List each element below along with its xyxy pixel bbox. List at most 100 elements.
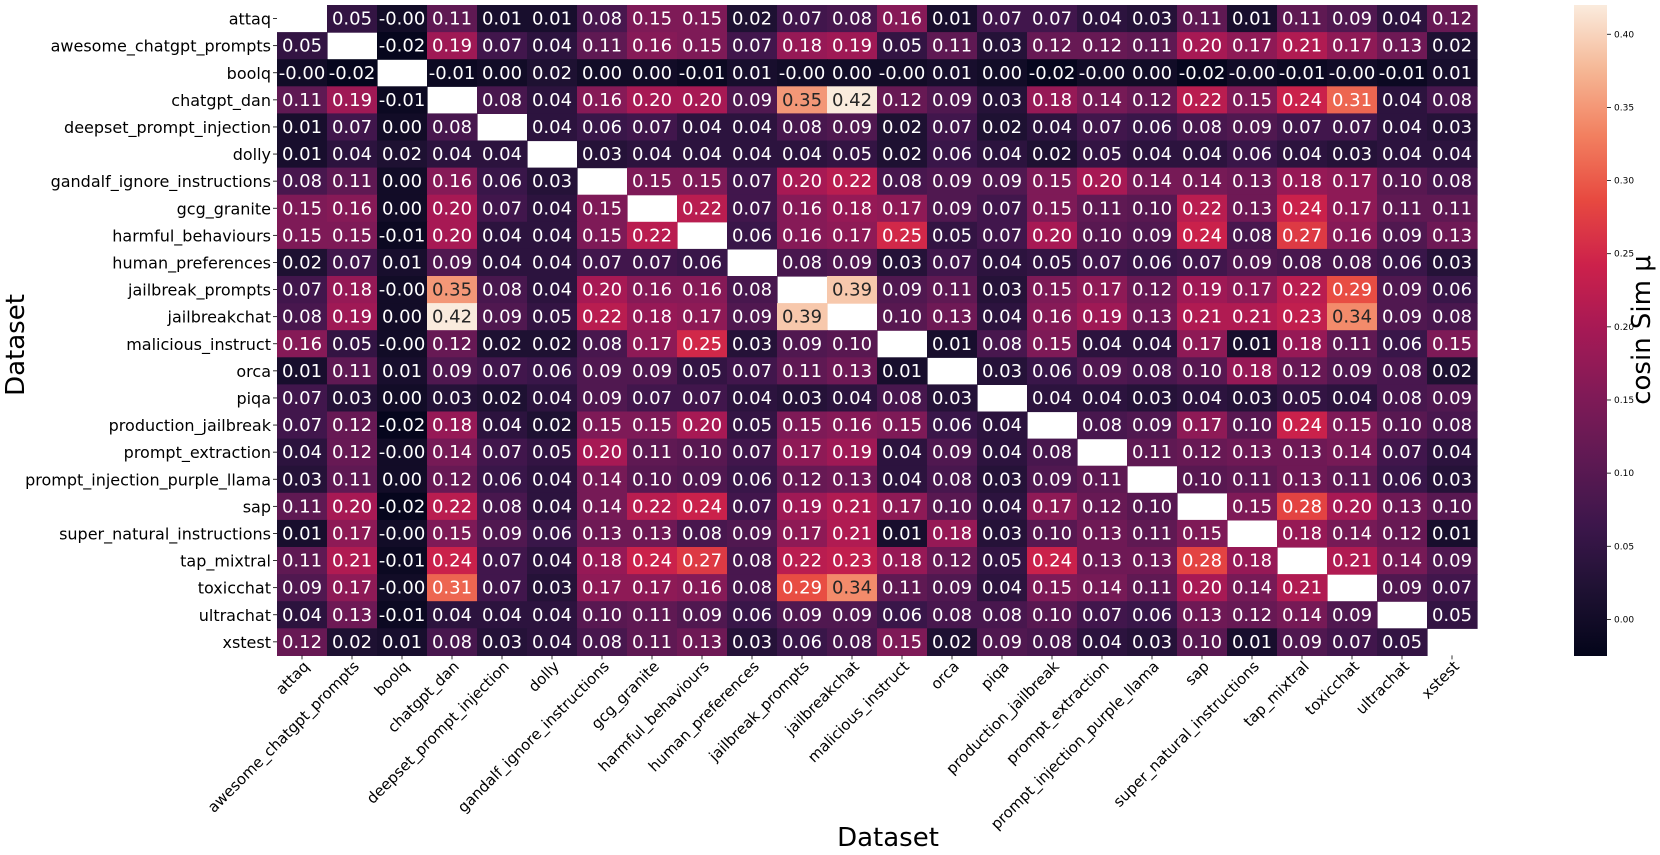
cell-value-label: 0.08 [782, 252, 822, 273]
cell-value-label: 0.04 [682, 144, 722, 165]
cell-value-label: 0.04 [1132, 144, 1172, 165]
heatmap-cell [1377, 194, 1428, 223]
cell-value-label: 0.24 [632, 551, 672, 572]
heatmap-cell [577, 465, 628, 494]
cell-value-label: 0.05 [1082, 144, 1122, 165]
cell-value-label: 0.07 [1332, 632, 1372, 653]
heatmap-cell [1177, 86, 1228, 114]
cell-value-label: 0.11 [1382, 198, 1422, 219]
heatmap-cell [877, 5, 928, 33]
heatmap-cell [627, 601, 678, 629]
heatmap-cell [1327, 628, 1378, 656]
heatmap-cell [877, 384, 928, 413]
heatmap-cell [1027, 86, 1078, 114]
heatmap-cell [1227, 330, 1278, 358]
heatmap-cell [1177, 465, 1228, 494]
x-tick-label: boolq [371, 658, 413, 700]
heatmap-cell [577, 276, 628, 304]
cell-value-label: 0.16 [782, 225, 822, 246]
heatmap-cell [577, 32, 628, 60]
cell-value-label: 0.06 [932, 144, 972, 165]
heatmap-cell [677, 5, 728, 33]
cell-value-label: 0.19 [832, 442, 872, 463]
heatmap-cell [1427, 492, 1478, 521]
heatmap-cell [777, 628, 828, 656]
heatmap-cell [1277, 194, 1328, 223]
heatmap-cell [777, 411, 828, 440]
heatmap-cell [327, 194, 378, 223]
cell-value-label: 0.20 [1032, 225, 1072, 246]
cell-value-label: 0.05 [832, 144, 872, 165]
cell-value-label: 0.14 [582, 469, 622, 490]
heatmap-cell [627, 113, 678, 142]
cell-value-label: 0.09 [1382, 225, 1422, 246]
heatmap-cell [727, 330, 778, 358]
cell-value-label: 0.07 [332, 252, 372, 273]
cell-value-label: 0.06 [1432, 280, 1472, 301]
heatmap-cell [1277, 357, 1328, 385]
cell-value-label: 0.07 [482, 551, 522, 572]
heatmap-cell [777, 574, 828, 602]
cell-value-label: 0.14 [1082, 578, 1122, 599]
cell-value-label: 0.11 [1132, 442, 1172, 463]
heatmap-cell [777, 357, 828, 385]
cell-value-label: 0.04 [982, 252, 1022, 273]
heatmap-cell [377, 113, 428, 142]
cell-value-label: 0.21 [332, 551, 372, 572]
cell-value-label: 0.09 [482, 523, 522, 544]
y-tick-label: prompt_injection_purple_llama [25, 470, 271, 490]
heatmap-cell [1177, 248, 1228, 277]
heatmap-cell [1377, 330, 1428, 358]
cell-value-label: 0.07 [982, 198, 1022, 219]
cell-value-label: 0.17 [632, 334, 672, 355]
heatmap-cell [477, 5, 528, 33]
cell-value-label: 0.42 [832, 90, 872, 111]
cell-value-label: 0.09 [732, 523, 772, 544]
cell-value-label: 0.21 [1332, 551, 1372, 572]
heatmap-cell [477, 601, 528, 629]
heatmap-cell [577, 194, 628, 223]
cell-value-label: 0.22 [782, 551, 822, 572]
cell-value-label: 0.09 [782, 605, 822, 626]
heatmap-cell [1327, 86, 1378, 114]
cell-value-label: 0.17 [832, 225, 872, 246]
heatmap-cell [1127, 59, 1178, 87]
heatmap-cell [777, 194, 828, 223]
cell-value-label: 0.09 [682, 605, 722, 626]
heatmap-cell [1227, 248, 1278, 277]
cell-value-label: 0.00 [632, 63, 672, 84]
cell-value-label: 0.01 [532, 9, 572, 30]
cell-value-label: 0.07 [282, 388, 322, 409]
cell-value-label: -0.01 [379, 225, 426, 246]
heatmap-cell [927, 601, 978, 629]
cell-value-label: 0.18 [1032, 90, 1072, 111]
heatmap-cell [1377, 113, 1428, 142]
heatmap-cell [1427, 601, 1478, 629]
cell-value-label: 0.14 [1282, 605, 1322, 626]
cell-value-label: 0.02 [532, 334, 572, 355]
cell-value-label: 0.07 [1182, 252, 1222, 273]
cell-value-label: 0.03 [1132, 388, 1172, 409]
cell-value-label: 0.16 [682, 280, 722, 301]
heatmap-cell [327, 276, 378, 304]
cell-value-label: 0.06 [732, 605, 772, 626]
heatmap-cell [327, 384, 378, 413]
cell-value-label: 0.18 [632, 307, 672, 328]
heatmap-cell [1127, 438, 1178, 467]
heatmap-cell [877, 438, 928, 467]
heatmap-cell [577, 438, 628, 467]
cell-value-label: 0.04 [682, 117, 722, 138]
cell-value-label: 0.04 [982, 415, 1022, 436]
cell-value-label: 0.16 [682, 578, 722, 599]
heatmap-cell [1027, 32, 1078, 60]
cell-value-label: 0.00 [382, 388, 422, 409]
heatmap-cell [1177, 628, 1228, 656]
cell-value-label: 0.04 [532, 225, 572, 246]
cell-value-label: 0.16 [832, 415, 872, 436]
heatmap-cell [377, 248, 428, 277]
cell-value-label: 0.11 [1282, 9, 1322, 30]
cell-value-label: 0.15 [632, 9, 672, 30]
cell-value-label: 0.05 [1282, 388, 1322, 409]
heatmap-cell [927, 32, 978, 60]
heatmap-cell [627, 167, 678, 196]
